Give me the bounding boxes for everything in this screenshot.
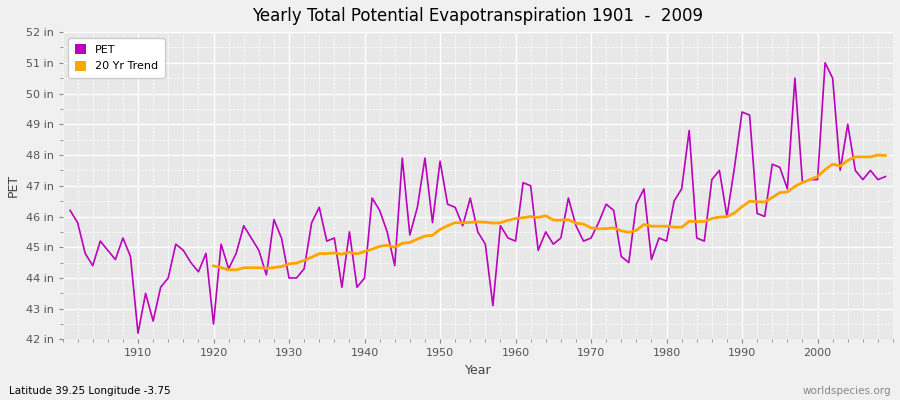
PET: [608, 208, 619, 213]
20 Yr Trend: [789, 184, 800, 189]
Text: Latitude 39.25 Longitude -3.75: Latitude 39.25 Longitude -3.75: [9, 386, 171, 396]
PET: [132, 331, 143, 336]
Title: Yearly Total Potential Evapotranspiration 1901  -  2009: Yearly Total Potential Evapotranspiratio…: [252, 7, 703, 25]
PET: [299, 266, 310, 271]
20 Yr Trend: [774, 190, 785, 195]
20 Yr Trend: [858, 154, 868, 159]
20 Yr Trend: [223, 268, 234, 272]
PET: [518, 180, 528, 185]
Legend: PET, 20 Yr Trend: PET, 20 Yr Trend: [68, 38, 165, 78]
PET: [820, 60, 831, 65]
Text: worldspecies.org: worldspecies.org: [803, 386, 891, 396]
X-axis label: Year: Year: [464, 364, 491, 377]
20 Yr Trend: [684, 219, 695, 224]
20 Yr Trend: [306, 255, 317, 260]
20 Yr Trend: [873, 153, 884, 158]
PET: [65, 208, 76, 213]
Y-axis label: PET: PET: [7, 174, 20, 197]
PET: [510, 239, 521, 244]
PET: [125, 254, 136, 259]
Line: PET: PET: [70, 63, 886, 333]
Line: 20 Yr Trend: 20 Yr Trend: [213, 155, 886, 270]
20 Yr Trend: [880, 153, 891, 158]
PET: [880, 174, 891, 179]
PET: [344, 230, 355, 234]
20 Yr Trend: [208, 264, 219, 268]
20 Yr Trend: [419, 234, 430, 238]
